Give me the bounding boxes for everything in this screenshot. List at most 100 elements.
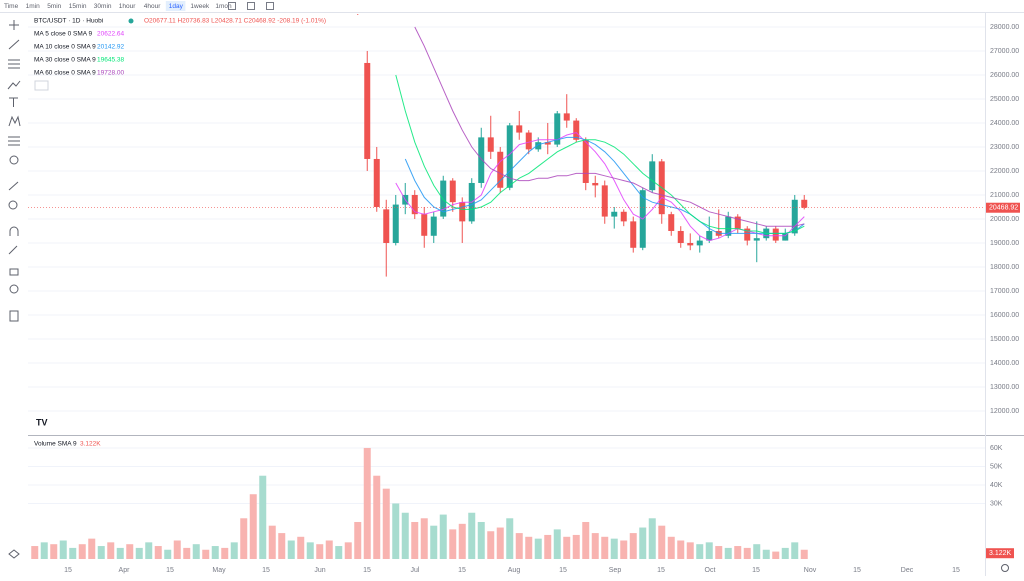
- volume-bar: [734, 546, 742, 559]
- price-tick-label: 14000.00: [990, 360, 1019, 367]
- volume-bar: [164, 549, 172, 559]
- time-tick-label: Nov: [804, 567, 817, 574]
- price-tick-label: 15000.00: [990, 336, 1019, 343]
- volume-last-box: [986, 548, 1014, 559]
- volume-bar: [753, 544, 761, 559]
- volume-bar: [116, 547, 124, 559]
- volume-bar: [420, 518, 428, 559]
- fib-tool[interactable]: [8, 59, 20, 69]
- ruler-tool[interactable]: [8, 181, 19, 191]
- toolbar-icon[interactable]: [247, 2, 255, 10]
- prediction-tool[interactable]: [8, 115, 21, 127]
- volume-bar: [715, 546, 723, 559]
- volume-bar: [306, 542, 314, 559]
- time-tick-label: 15: [559, 567, 567, 574]
- ma-value: 19645.38: [97, 57, 124, 64]
- ma-line: [404, 136, 805, 234]
- volume-bar: [107, 542, 115, 559]
- hide-tool[interactable]: [9, 284, 19, 294]
- volume-bar: [563, 536, 571, 559]
- candle-body: [734, 216, 741, 229]
- candle-body: [601, 185, 608, 217]
- line-tool[interactable]: [8, 39, 20, 50]
- crosshair-tool[interactable]: [9, 20, 19, 30]
- active-interval: [165, 1, 186, 11]
- text-tool[interactable]: [9, 97, 18, 107]
- interval-button[interactable]: 30min: [94, 3, 112, 10]
- volume-bar: [449, 529, 457, 559]
- toolbar-icon[interactable]: [228, 2, 236, 10]
- interval-button[interactable]: 1week: [190, 3, 210, 10]
- candle-body: [430, 216, 437, 236]
- volume-bar: [411, 521, 419, 559]
- volume-bar: [259, 475, 267, 559]
- interval-button[interactable]: 1day: [169, 3, 184, 10]
- volume-bar: [211, 546, 219, 559]
- candle-body: [573, 120, 580, 140]
- candle-body: [620, 211, 627, 222]
- volume-tick-label: 30K: [990, 500, 1003, 507]
- drawing-tools: [7, 20, 1009, 572]
- volume-bar: [287, 540, 295, 559]
- candle-body: [611, 211, 618, 217]
- volume-bar: [154, 546, 162, 559]
- time-tick-label: Sep: [609, 567, 622, 574]
- zoom-tool[interactable]: [8, 200, 18, 210]
- candle-body: [535, 142, 542, 150]
- symbol: BTC/USDT · 1D · Huobi: [34, 18, 103, 25]
- volume-value: 3.122K: [80, 441, 101, 448]
- interval-button[interactable]: 1min: [26, 3, 40, 10]
- lock-tool[interactable]: [9, 268, 19, 276]
- volume-tick-label: 40K: [990, 482, 1003, 489]
- collapse-button[interactable]: [34, 80, 49, 91]
- volume-bar: [230, 542, 238, 559]
- price-tick-label: 25000.00: [990, 96, 1019, 103]
- volume-bar: [135, 547, 143, 559]
- magnet-tool[interactable]: [9, 226, 19, 236]
- candle-body: [392, 204, 399, 243]
- candle-body: [478, 137, 485, 183]
- volume-bar: [278, 533, 286, 559]
- time-tick-label: 15: [853, 567, 861, 574]
- candle-body: [525, 132, 532, 150]
- volume-bar: [439, 514, 447, 559]
- layers-button[interactable]: [8, 549, 20, 559]
- stay-drawing-tool[interactable]: [8, 245, 18, 255]
- candle-body: [383, 209, 390, 243]
- volume-bar: [610, 538, 618, 559]
- interval-button[interactable]: 4hour: [144, 3, 161, 10]
- interval-button[interactable]: Time: [4, 3, 19, 10]
- interval-button[interactable]: 1hour: [119, 3, 136, 10]
- time-tick-label: Dec: [901, 567, 914, 574]
- pattern-tool[interactable]: [7, 80, 21, 90]
- candle-body: [696, 240, 703, 246]
- volume-bar: [202, 549, 210, 559]
- emoji-tool[interactable]: [9, 155, 19, 165]
- candle-body: [582, 139, 589, 183]
- volume-bar: [325, 540, 333, 559]
- interval-button[interactable]: 5min: [47, 3, 61, 10]
- candle-body: [411, 194, 418, 215]
- time-tick-label: May: [212, 567, 226, 574]
- time-tick-label: 15: [166, 567, 174, 574]
- ma-name: MA 60 close 0 SMA 9: [34, 70, 96, 77]
- volume-bar: [145, 542, 153, 559]
- ohlc: O20677.11 H20736.83 L20428.71 C20468.92 …: [144, 18, 326, 25]
- price-tick-label: 19000.00: [990, 240, 1019, 247]
- measure-tool[interactable]: [8, 136, 20, 146]
- volume-bar: [69, 547, 77, 559]
- delete-tool[interactable]: [9, 310, 19, 322]
- candle-body: [677, 230, 684, 243]
- price-tick-label: 22000.00: [990, 168, 1019, 175]
- candle-body: [725, 216, 732, 236]
- interval-button[interactable]: 1mon: [215, 3, 232, 10]
- time-tick-label: Oct: [705, 567, 716, 574]
- settings-button[interactable]: [1001, 564, 1009, 572]
- volume-bar: [183, 547, 191, 559]
- price-pane: [28, 14, 985, 277]
- candle-body: [554, 113, 561, 145]
- axes: 12000.00 13000.00 14000.00 15000.00 16000.00…: [64, 24, 1020, 574]
- price-tick-label: 24000.00: [990, 120, 1019, 127]
- interval-button[interactable]: 15min: [69, 3, 87, 10]
- toolbar-icon[interactable]: [266, 2, 274, 10]
